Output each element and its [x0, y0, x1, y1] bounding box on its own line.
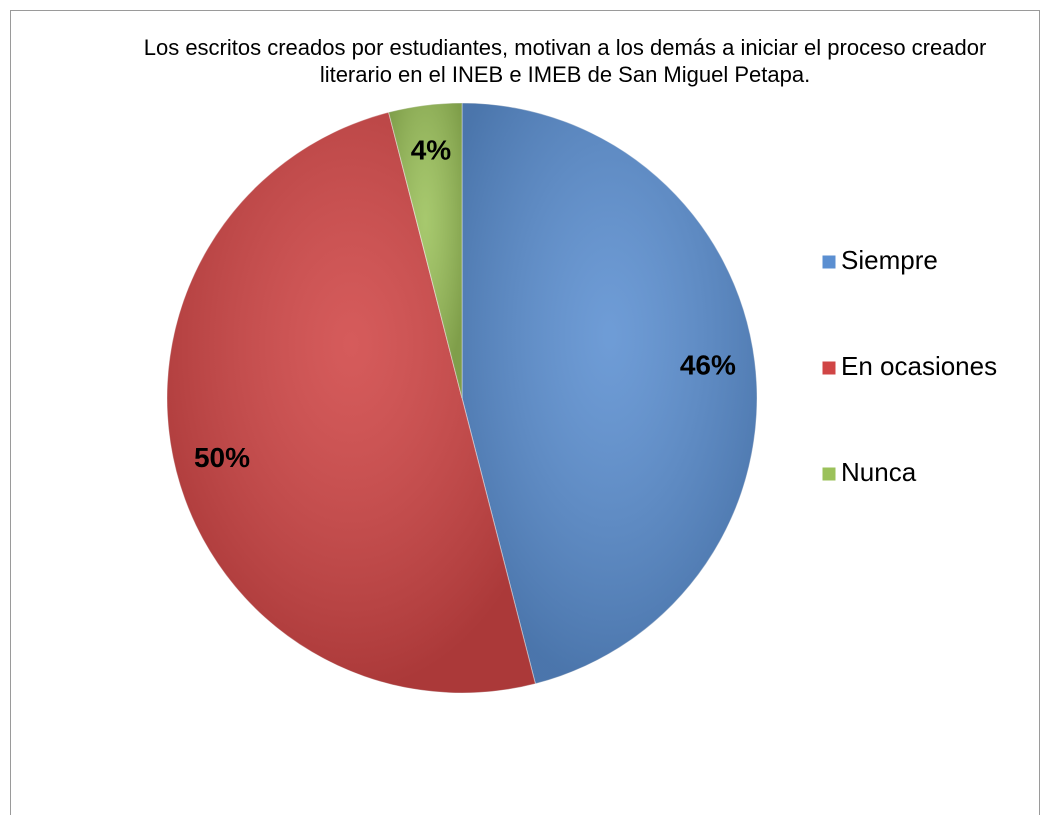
legend-label: Siempre	[841, 245, 938, 275]
data-label: 46%	[680, 349, 736, 380]
slice-shade	[388, 103, 462, 398]
legend-swatch	[821, 254, 837, 270]
slice-shade	[462, 103, 757, 684]
slice-shade	[166, 112, 536, 694]
data-label: 4%	[411, 135, 452, 166]
legend-label: En ocasiones	[841, 351, 997, 381]
legend-label: Nunca	[841, 457, 917, 487]
pie: 46% 50% 4%	[166, 102, 758, 694]
chart-title: Los escritos creados por estudiantes, mo…	[143, 35, 987, 87]
data-label: 50%	[194, 442, 250, 473]
legend-swatch	[821, 466, 837, 482]
legend: Siempre En ocasiones Nunca	[821, 245, 997, 487]
legend-swatch	[821, 360, 837, 376]
